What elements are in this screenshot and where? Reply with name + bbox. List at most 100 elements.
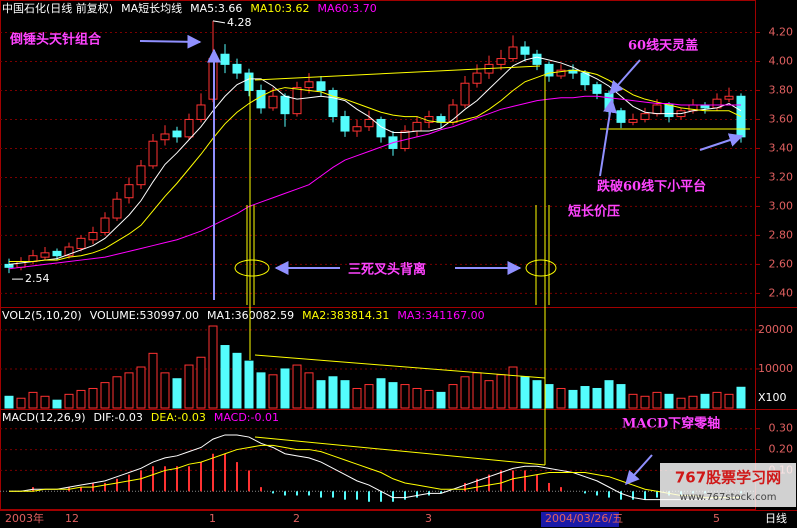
candle-body [352, 126, 362, 132]
volume-bar [448, 384, 458, 409]
candle-body [148, 140, 158, 167]
y-tick-label: 0.30 [769, 422, 794, 435]
high-label: 4.28 [227, 16, 252, 29]
candle-body [664, 104, 674, 118]
volume-bar [568, 389, 578, 409]
volume-bar [400, 384, 410, 409]
series-line [9, 434, 741, 501]
candle-body [652, 104, 662, 115]
series-line [8, 95, 741, 270]
volume-bar [28, 391, 38, 409]
volume-bar [340, 380, 350, 409]
y-tick-label: 4.20 [769, 25, 794, 38]
candle-body [88, 232, 98, 241]
arrow [609, 59, 641, 96]
volume-bar [292, 364, 302, 409]
x-tick-label: 5 [713, 512, 720, 525]
legend-entry: MACD(12,26,9) [2, 411, 86, 424]
volume-bar [676, 397, 686, 409]
candle-body [172, 130, 182, 138]
volume-bar [604, 380, 614, 409]
volume-bar [628, 393, 638, 409]
candle-body [364, 118, 374, 128]
candle-body [196, 104, 206, 120]
x-tick-label: 3 [425, 512, 432, 525]
candle-body [592, 84, 602, 94]
candle-body [328, 89, 338, 118]
candle-body [472, 72, 482, 84]
volume-bar [556, 387, 566, 409]
legend-entry: MA短长均线 [121, 1, 182, 15]
candle-body [520, 46, 530, 55]
annotation: 三死叉头背离 [348, 262, 426, 278]
y-tick-label: 0.20 [769, 443, 794, 456]
volume-bar [688, 395, 698, 409]
highlight-ellipse [234, 259, 270, 277]
candle-body [220, 53, 230, 65]
arrow [625, 454, 653, 486]
candle-body [4, 263, 14, 268]
volume-bar [472, 372, 482, 409]
candle-body [640, 113, 650, 120]
candle-body [532, 53, 542, 65]
candle-body [268, 95, 278, 109]
candle-body [544, 63, 554, 77]
candle-body [136, 165, 146, 186]
volume-bar [148, 352, 158, 409]
candle-body [184, 118, 194, 138]
candle-body [292, 87, 302, 115]
candle-body [436, 116, 446, 123]
x-tick-label: 2003年 [5, 511, 44, 525]
legend-entry: VOL2(5,10,20) [2, 309, 82, 322]
volume-bar [112, 376, 122, 409]
x-tick-label: 12 [65, 512, 79, 525]
watermark: www.767stock.com [680, 492, 777, 503]
volume-bar [520, 376, 530, 409]
candle-body [724, 95, 734, 100]
volume-bar [16, 397, 26, 409]
volume-bar [328, 376, 338, 409]
volume-bar [64, 393, 74, 409]
unit-label: X100 [758, 391, 787, 404]
y-tick-label: 3.20 [769, 170, 794, 183]
volume-bar [220, 345, 230, 409]
trend-line [254, 436, 546, 466]
candle-body [280, 95, 290, 115]
candle-body [616, 110, 626, 123]
candle-body [124, 184, 134, 199]
annotation-arrows [139, 34, 744, 486]
legend-entry: MA3:341167.00 [397, 309, 484, 322]
candle-body [628, 118, 638, 123]
watermark-box [660, 463, 796, 507]
volume-bar [364, 384, 374, 409]
y-tick-label: 2.60 [769, 257, 794, 270]
legend-entry: DEA:-0.03 [151, 411, 206, 424]
volume-bar [580, 386, 590, 409]
legend-entry: MA60:3.70 [318, 2, 377, 15]
volume-bar [196, 356, 206, 409]
legend-entry: MA5:3.66 [190, 2, 242, 15]
candle-body [52, 250, 62, 257]
y-tick-label: 3.40 [769, 141, 794, 154]
volume-bar [460, 376, 470, 409]
volume-bar [616, 384, 626, 409]
volume-bar [136, 366, 146, 409]
volume-bar [592, 387, 602, 409]
volume-bar [40, 395, 50, 409]
candle-body [508, 46, 518, 60]
volume-bar [256, 372, 266, 409]
plot-frame [0, 0, 756, 510]
legend-entry: 中国石化(日线 前复权) [2, 1, 113, 15]
annotation-lines [234, 65, 750, 466]
volume-bar [124, 372, 134, 409]
volume-bar [436, 391, 446, 409]
volume-bar [232, 352, 242, 409]
y-tick-label: 10000 [758, 362, 793, 375]
volume-bar [652, 391, 662, 409]
y-tick-label: 2.80 [769, 228, 794, 241]
volume-bar [700, 393, 710, 409]
volume-bar [88, 387, 98, 409]
volume-bar [664, 393, 674, 409]
volume-bar [388, 382, 398, 409]
